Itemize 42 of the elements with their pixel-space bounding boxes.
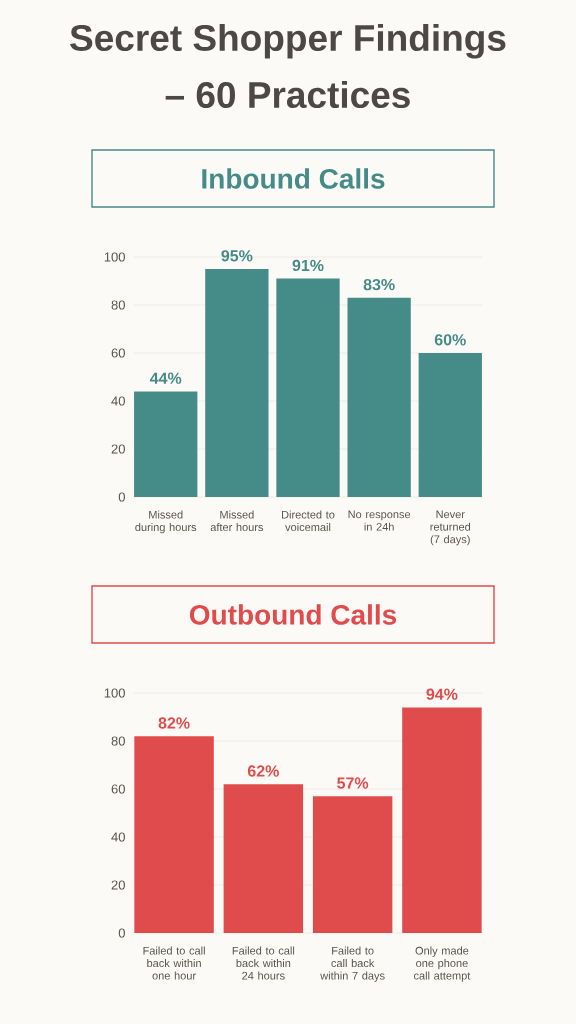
data-label: 62% — [247, 765, 279, 777]
bar — [134, 391, 198, 497]
x-tick-label: Missed during hours — [135, 510, 197, 534]
data-label: 91% — [292, 259, 324, 272]
y-tick-label: 0 — [118, 492, 125, 502]
x-tick-label: Never returned (7 days) — [430, 510, 471, 546]
y-tick-label: 80 — [111, 300, 125, 310]
y-tick-label: 100 — [104, 252, 125, 262]
bar — [418, 352, 482, 497]
bar — [347, 297, 411, 497]
y-tick-label: 20 — [111, 880, 125, 890]
data-label: 57% — [337, 777, 369, 789]
y-tick-label: 40 — [111, 832, 125, 842]
y-tick-label: 60 — [111, 348, 125, 358]
y-tick-label: 60 — [111, 784, 125, 794]
x-tick-label: Directed to voicemail — [282, 510, 335, 532]
x-tick-label: Failed to call back within 24 hours — [232, 946, 295, 980]
data-label: 60% — [434, 334, 466, 346]
data-label: 82% — [158, 717, 190, 729]
x-tick-label: Only made one phone call attempt — [413, 946, 471, 982]
bar — [312, 796, 393, 933]
x-tick-label: Failed to call back within 7 days — [320, 946, 385, 982]
data-label: 44% — [149, 372, 182, 384]
bar — [223, 784, 304, 933]
x-tick-label: Missed after hours — [210, 510, 264, 532]
data-label: 95% — [221, 250, 253, 262]
data-label: 94% — [426, 688, 458, 700]
x-tick-label: No response in 24h — [348, 510, 411, 531]
y-tick-label: 20 — [111, 444, 125, 454]
bar — [402, 707, 482, 933]
bar — [205, 268, 269, 497]
chart-title: Inbound Calls — [202, 168, 385, 189]
bar — [276, 278, 340, 497]
chart-title: Outbound Calls — [189, 604, 397, 625]
x-tick-label: Failed to call back within one hour — [143, 946, 205, 980]
y-tick-label: 40 — [111, 396, 125, 406]
y-tick-label: 80 — [111, 736, 125, 746]
text: Secret Shopper Findings – 60 Practices — [70, 23, 506, 109]
data-label: 83% — [363, 278, 395, 291]
bar — [134, 736, 214, 933]
y-tick-label: 100 — [104, 688, 125, 698]
y-tick-label: 0 — [118, 928, 125, 938]
